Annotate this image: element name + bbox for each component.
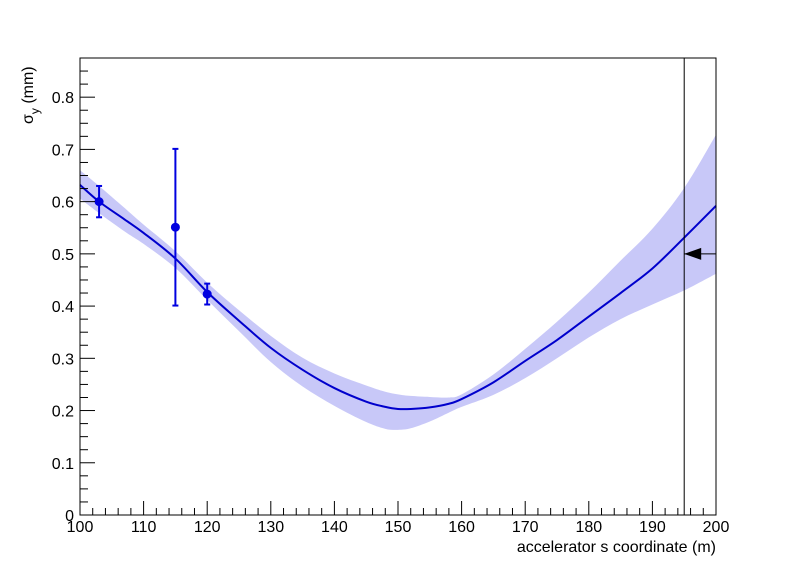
x-tick-label: 110 [131,519,157,536]
y-tick-label: 0.1 [52,456,74,473]
y-tick-label: 0.2 [52,404,74,421]
measurement-point [94,184,104,219]
y-axis-title-subscript: y [28,108,42,114]
data-point [202,289,212,299]
y-tick-label: 0.5 [52,247,74,264]
measurement-point [170,147,180,307]
x-axis-title: accelerator s coordinate (m) [517,539,716,556]
data-point [170,222,180,232]
measurement-point [202,282,212,306]
x-tick-label: 190 [639,519,666,536]
y-tick-label: 0.7 [52,142,74,159]
x-tick-label: 180 [575,519,602,536]
y-axis-title-unit: (mm) [20,66,37,108]
y-tick-label: 0 [65,508,74,525]
y-axis-title: σy (mm) [20,66,42,124]
y-tick-label: 0.6 [52,195,74,212]
x-tick-label: 130 [257,519,284,536]
data-point [94,197,104,207]
labels-layer: 100 110 120 130 140 150 160 170 180 190 200 0 0.1 0.2… [20,66,729,556]
y-tick-label: 0.8 [52,90,74,107]
confidence-band-layer [80,134,716,430]
y-axis-title-symbol: σ [20,114,37,124]
x-tick-label: 150 [385,519,412,536]
x-tick-label: 120 [194,519,221,536]
y-tick-label: 0.4 [52,299,74,316]
arrow-head [684,247,702,260]
x-tick-label: 170 [512,519,539,536]
axes-layer [79,57,717,516]
y-tick-label: 0.3 [52,351,74,368]
x-tick-label: 140 [321,519,348,536]
marker-layer [683,58,716,515]
measurement-points-layer [94,147,212,307]
x-tick-label: 200 [703,519,730,536]
x-tick-label: 100 [67,519,94,536]
confidence-band [80,134,716,430]
x-tick-label: 160 [448,519,475,536]
